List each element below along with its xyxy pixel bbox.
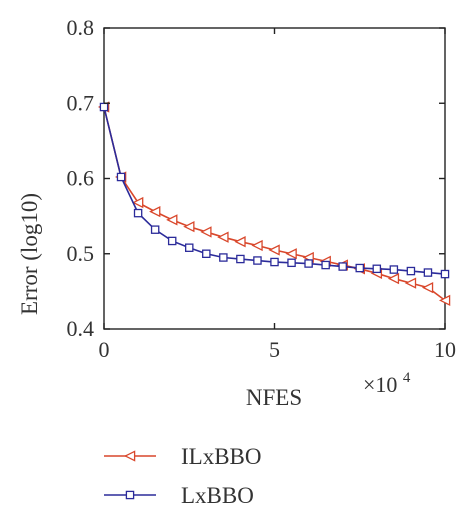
x-axis-label: NFES [246,385,302,410]
data-point [406,266,416,276]
y-tick-label: 0.4 [67,316,95,341]
legend-item: LxBBO [104,483,254,508]
data-point [200,226,212,238]
y-tick-label: 0.5 [67,241,95,266]
x-axis-multiplier: ×10 4 [363,370,411,397]
data-point [304,259,313,268]
x-tick-label: 10 [434,337,456,362]
legend: ILxBBO LxBBO [104,444,262,508]
data-point [251,239,263,252]
legend-item: ILxBBO [104,444,262,469]
axis-labels: Error (log10) NFES ×10 4 [17,193,411,410]
x-axis-multiplier-base: ×10 [363,372,397,397]
data-point [166,214,178,226]
data-point [270,257,279,267]
data-point [236,254,245,264]
data-point [404,277,417,289]
data-point [234,236,246,248]
data-point [268,244,280,256]
data-point [99,102,109,112]
data-point [202,249,211,258]
data-point [116,172,126,182]
series-ilxbbo [97,101,451,307]
y-axis-label: Error (log10) [17,193,42,315]
legend-label: LxBBO [181,483,254,508]
data-point [438,294,451,307]
data-point [219,253,228,262]
data-point [355,263,364,273]
data-point [133,208,143,218]
legend-label: ILxBBO [181,444,262,469]
data-point [338,262,347,271]
data-point [321,260,330,270]
data-point [149,205,161,218]
y-tick-label: 0.6 [67,166,95,191]
x-tick-label: 5 [269,337,280,362]
plot-area [97,27,451,330]
data-point [167,236,177,246]
series-lxbbo [99,102,450,279]
axis-ticks: 0.4 0.5 0.6 0.7 0.8 0 5 10 [67,15,457,362]
data-point [372,264,382,274]
data-point [421,281,434,294]
data-point [184,243,194,252]
data-point [150,225,160,234]
data-point [217,231,229,243]
y-tick-label: 0.7 [67,90,95,115]
data-point [423,268,433,277]
data-point [287,258,296,268]
x-axis-multiplier-exponent: 4 [403,370,411,386]
legend-swatch-marker [123,450,136,462]
data-point [389,265,399,274]
data-point [387,272,400,285]
data-point [253,256,262,265]
data-point [183,221,195,233]
data-point [285,248,297,260]
plot-frame [103,27,446,330]
y-tick-label: 0.8 [67,15,95,40]
data-point [440,269,450,279]
legend-swatch-marker [125,490,135,500]
data-point [132,196,144,209]
x-tick-label: 0 [99,337,110,362]
